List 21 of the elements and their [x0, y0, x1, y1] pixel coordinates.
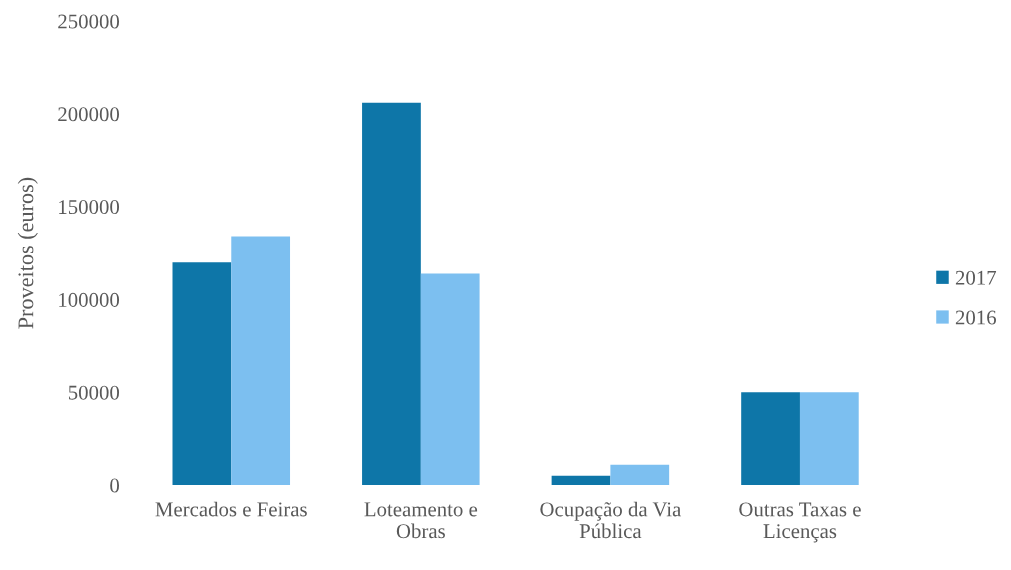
legend-label: 2016 — [955, 310, 997, 325]
bar — [362, 102, 421, 486]
y-tick-label: 250000 — [58, 14, 120, 29]
y-tick-label: 50000 — [68, 385, 120, 400]
x-tick-label: Outras Taxas e Licenças — [739, 502, 861, 543]
y-tick-label: 100000 — [59, 292, 120, 307]
legend-label: 2017 — [955, 270, 997, 285]
bar — [231, 236, 291, 486]
x-tick-label: Ocupação da Via Pública — [540, 501, 682, 539]
bar — [799, 392, 859, 486]
x-tick-label: Loteamento e Obras — [364, 502, 478, 539]
y-tick-label: 200000 — [58, 107, 120, 122]
y-axis-title: Proveitos (euros) — [17, 177, 38, 329]
bar — [741, 392, 800, 486]
bar — [420, 273, 480, 486]
y-tick-label: 0 — [110, 478, 120, 493]
bar — [610, 464, 670, 486]
x-tick-label: Mercados e Feiras — [155, 501, 307, 517]
bar — [172, 262, 232, 486]
y-tick-label: 150000 — [59, 200, 120, 215]
bar — [551, 475, 611, 486]
